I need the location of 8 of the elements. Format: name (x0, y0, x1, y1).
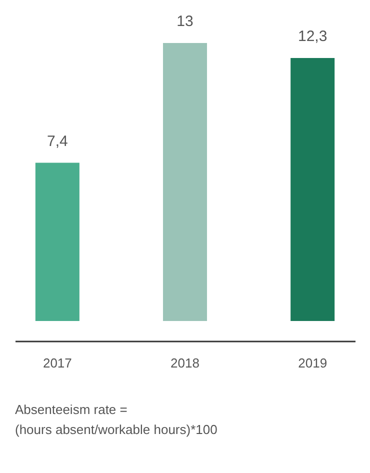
data-label: 7,4 (46, 132, 68, 150)
x-tick-label: 2019 (298, 356, 328, 370)
text: Absenteeism rate = (15, 402, 128, 417)
x-tick-label: 2017 (42, 356, 72, 370)
data-label: 12,3 (298, 28, 328, 45)
data-label: 13 (176, 13, 194, 30)
text: (hours absent/workable hours)*100 (15, 422, 218, 437)
x-tick-label: 2018 (170, 356, 200, 370)
